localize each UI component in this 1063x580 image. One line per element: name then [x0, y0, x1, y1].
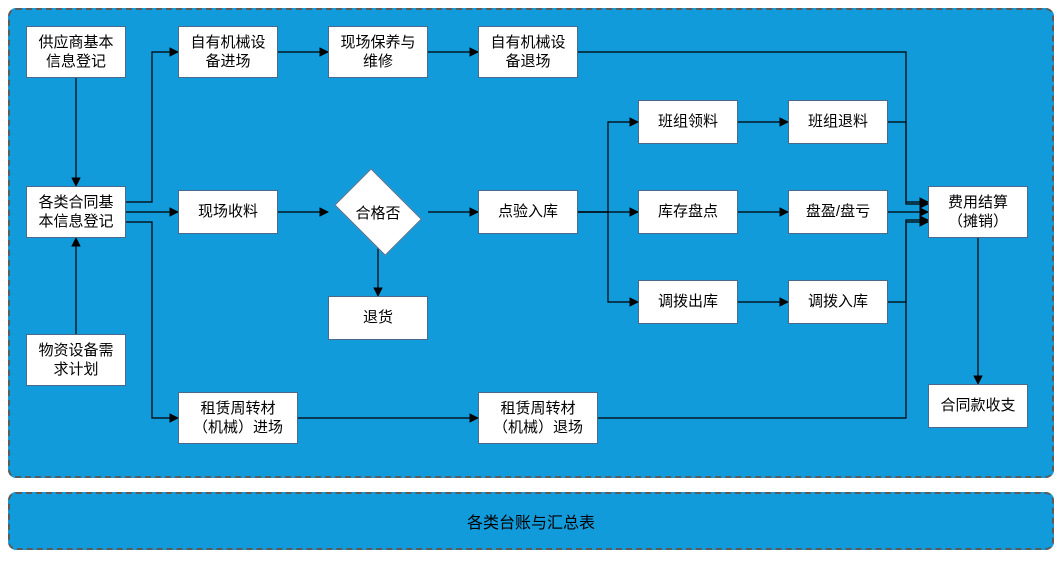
node-surplus: 盘盈/盘亏 — [788, 190, 888, 234]
node-own_out-label: 自有机械设备退场 — [490, 33, 565, 72]
node-own_in-label: 自有机械设备进场 — [190, 33, 265, 72]
bottom-panel-label: 各类台账与汇总表 — [467, 509, 595, 533]
node-team_get-label: 班组领料 — [658, 112, 718, 132]
node-supplier-label: 供应商基本信息登记 — [38, 33, 113, 72]
node-alloc_in-label: 调拨入库 — [808, 292, 868, 312]
node-contract: 各类合同基本信息登记 — [26, 186, 126, 238]
node-receive: 现场收料 — [178, 190, 278, 234]
flowchart-canvas: 供应商基本信息登记各类合同基本信息登记物资设备需求计划 自有机械设备进场 现场保养与… — [0, 0, 1063, 580]
bottom-panel: 各类台账与汇总表 — [8, 492, 1054, 550]
node-instore: 点验入库 — [478, 190, 578, 234]
node-demand-label: 物资设备需求计划 — [38, 341, 113, 380]
node-qualify: 合格否 — [328, 176, 428, 248]
node-alloc_out-label: 调拨出库 — [658, 292, 718, 312]
node-payment-label: 合同款收支 — [940, 396, 1015, 416]
node-team_ret: 班组退料 — [788, 100, 888, 144]
node-stock: 库存盘点 — [638, 190, 738, 234]
node-payment: 合同款收支 — [928, 384, 1028, 428]
node-rent_in: 租赁周转材（机械）进场 — [178, 392, 298, 444]
node-rent_out: 租赁周转材（机械）退场 — [478, 392, 598, 444]
node-instore-label: 点验入库 — [498, 202, 558, 222]
node-contract-label: 各类合同基本信息登记 — [38, 193, 113, 232]
node-supplier: 供应商基本信息登记 — [26, 26, 126, 78]
node-alloc_out: 调拨出库 — [638, 280, 738, 324]
node-qualify-label: 合格否 — [355, 202, 400, 223]
node-settle: 费用结算（摊销） — [928, 186, 1028, 238]
node-demand: 物资设备需求计划 — [26, 334, 126, 386]
node-team_get: 班组领料 — [638, 100, 738, 144]
node-maint: 现场保养与维修 — [328, 26, 428, 78]
node-receive-label: 现场收料 — [198, 202, 258, 222]
node-surplus-label: 盘盈/盘亏 — [806, 202, 870, 222]
node-alloc_in: 调拨入库 — [788, 280, 888, 324]
node-maint-label: 现场保养与维修 — [340, 33, 415, 72]
node-own_out: 自有机械设备退场 — [478, 26, 578, 78]
node-own_in: 自有机械设备进场 — [178, 26, 278, 78]
node-rent_in-label: 租赁周转材（机械）进场 — [193, 399, 283, 438]
node-rent_out-label: 租赁周转材（机械）退场 — [493, 399, 583, 438]
node-team_ret-label: 班组退料 — [808, 112, 868, 132]
node-stock-label: 库存盘点 — [658, 202, 718, 222]
node-return: 退货 — [328, 296, 428, 340]
node-settle-label: 费用结算（摊销） — [948, 193, 1008, 232]
node-return-label: 退货 — [363, 308, 393, 328]
